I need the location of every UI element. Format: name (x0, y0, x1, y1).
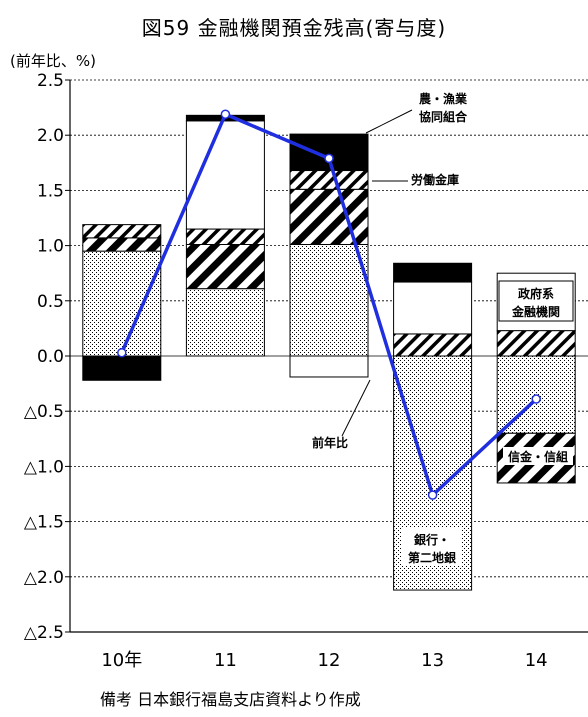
growth-point (324, 153, 334, 164)
bar-segment (393, 333, 473, 357)
y-tick-label: △1.0 (24, 457, 64, 477)
annotation-labor-bank: 労働金庫 (411, 172, 459, 187)
annotation-leader (365, 109, 413, 134)
growth-point (117, 347, 127, 358)
annotation-banks-bg (402, 528, 462, 566)
annotation-gov: 金融機関 (511, 304, 560, 319)
bar-segment (82, 224, 162, 239)
growth-point (220, 109, 231, 119)
bar-segment (289, 170, 369, 190)
x-tick-label: 14 (525, 650, 548, 671)
bar-segment (82, 355, 162, 381)
bar-segment (185, 288, 265, 357)
bar-segment (82, 250, 162, 357)
bar-segment (289, 188, 369, 245)
x-tick-label: 11 (214, 650, 237, 671)
y-tick-label: 2.0 (37, 126, 64, 146)
annotation-agri-coop: 農・漁業 (419, 91, 468, 106)
annotation-yoy: 前年比 (312, 435, 348, 450)
line-layer (117, 109, 541, 500)
annotation-yoy-bg (308, 433, 352, 451)
x-tick-label: 13 (421, 650, 444, 671)
bar-segment (393, 262, 473, 283)
chart-title: 図59 金融機関預金残高(寄与度) (141, 16, 447, 40)
y-tick-label: 0.0 (37, 347, 64, 367)
annotation-leader (341, 379, 371, 437)
axis-layer: 2.5 2.0 1.5 1.0 0.5 0.0 △0.5 △1.0 △1.5 △2.0 △2.5 10… (24, 71, 588, 671)
annotation-gov: 政府系 (518, 286, 554, 301)
y-tick-label: △2.0 (24, 568, 64, 588)
annotation-shinkin: 信金・信組 (508, 449, 568, 464)
y-axis-label: (前年比、%) (10, 52, 96, 70)
annotation-labor-bank-bg (409, 170, 461, 188)
y-tick-label: 0.5 (37, 292, 64, 312)
bar-segment (393, 281, 473, 335)
annotation-banks: 第二地銀 (408, 550, 456, 565)
growth-point (427, 490, 438, 500)
bar-layer (82, 114, 576, 591)
y-tick-label: △2.5 (24, 623, 64, 643)
y-tick-label: 1.0 (37, 237, 64, 257)
annotation-agri-coop-bg (412, 87, 474, 125)
bar-segment (82, 237, 162, 252)
bar-segment (289, 355, 369, 378)
x-tick-label: 12 (318, 650, 341, 671)
x-tick-label: 10年 (101, 650, 142, 671)
annotation-shinkin-bg (503, 447, 573, 465)
y-tick-label: △1.5 (24, 513, 64, 533)
annotation-banks: 銀行・ (413, 532, 450, 547)
annotation-gov-box (498, 280, 574, 322)
bar-segment (496, 330, 576, 357)
bar-segment (185, 228, 265, 245)
bar-segment (289, 133, 369, 172)
y-tick-label: △0.5 (24, 402, 64, 422)
bar-segment (289, 243, 369, 357)
y-tick-label: 1.5 (37, 181, 64, 201)
annotation-agri-coop: 協同組合 (419, 109, 468, 124)
source-note: 備考 日本銀行福島支店資料より作成 (100, 690, 361, 709)
bar-segment (185, 243, 265, 290)
growth-point (531, 394, 541, 404)
y-tick-label: 2.5 (37, 71, 64, 91)
